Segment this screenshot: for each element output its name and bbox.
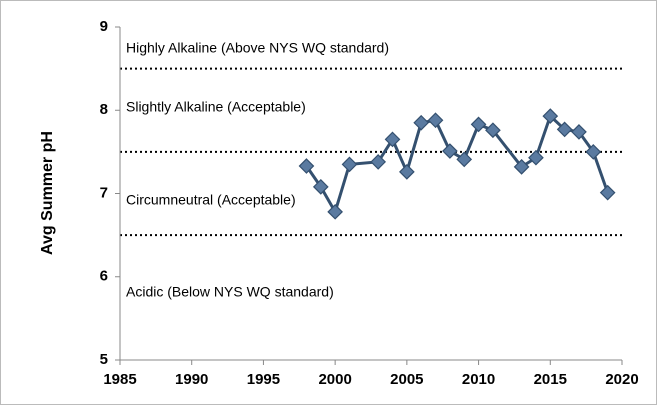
data-point xyxy=(571,124,587,140)
x-tick-label: 2000 xyxy=(318,371,351,388)
data-point xyxy=(341,156,358,173)
x-tick-label: 1990 xyxy=(175,371,208,388)
data-point xyxy=(456,151,473,168)
data-point xyxy=(370,154,387,170)
data-point xyxy=(312,178,329,195)
data-point xyxy=(513,159,530,175)
data-point xyxy=(556,121,573,138)
y-tick-label: 9 xyxy=(100,18,108,35)
data-point xyxy=(470,116,487,133)
y-tick-label: 6 xyxy=(100,268,108,285)
x-tick-label: 1985 xyxy=(103,371,136,388)
annotation: Acidic (Below NYS WQ standard) xyxy=(126,284,334,300)
x-tick-label: 1995 xyxy=(247,371,280,388)
annotation: Circumneutral (Acceptable) xyxy=(126,192,296,208)
x-tick-label: 2020 xyxy=(605,371,638,388)
y-tick-label: 5 xyxy=(100,351,108,368)
data-point xyxy=(442,143,458,159)
x-tick-label: 2010 xyxy=(462,371,495,388)
data-point xyxy=(384,131,401,148)
data-point xyxy=(542,108,559,124)
data-point xyxy=(399,164,415,180)
data-point xyxy=(427,112,444,129)
x-tick-label: 2005 xyxy=(390,371,423,388)
x-tick-label: 2015 xyxy=(534,371,567,388)
data-point xyxy=(585,144,602,160)
data-point xyxy=(599,184,616,201)
y-tick-label: 7 xyxy=(100,184,108,201)
data-point xyxy=(413,114,430,131)
y-axis-label: Avg Summer pH xyxy=(39,131,56,255)
data-point xyxy=(298,158,315,174)
data-point xyxy=(327,203,343,220)
data-point xyxy=(528,149,544,166)
data-point xyxy=(485,122,501,139)
annotation: Slightly Alkaline (Acceptable) xyxy=(126,99,306,115)
y-tick-label: 8 xyxy=(100,101,108,118)
annotation: Highly Alkaline (Above NYS WQ standard) xyxy=(126,40,389,56)
